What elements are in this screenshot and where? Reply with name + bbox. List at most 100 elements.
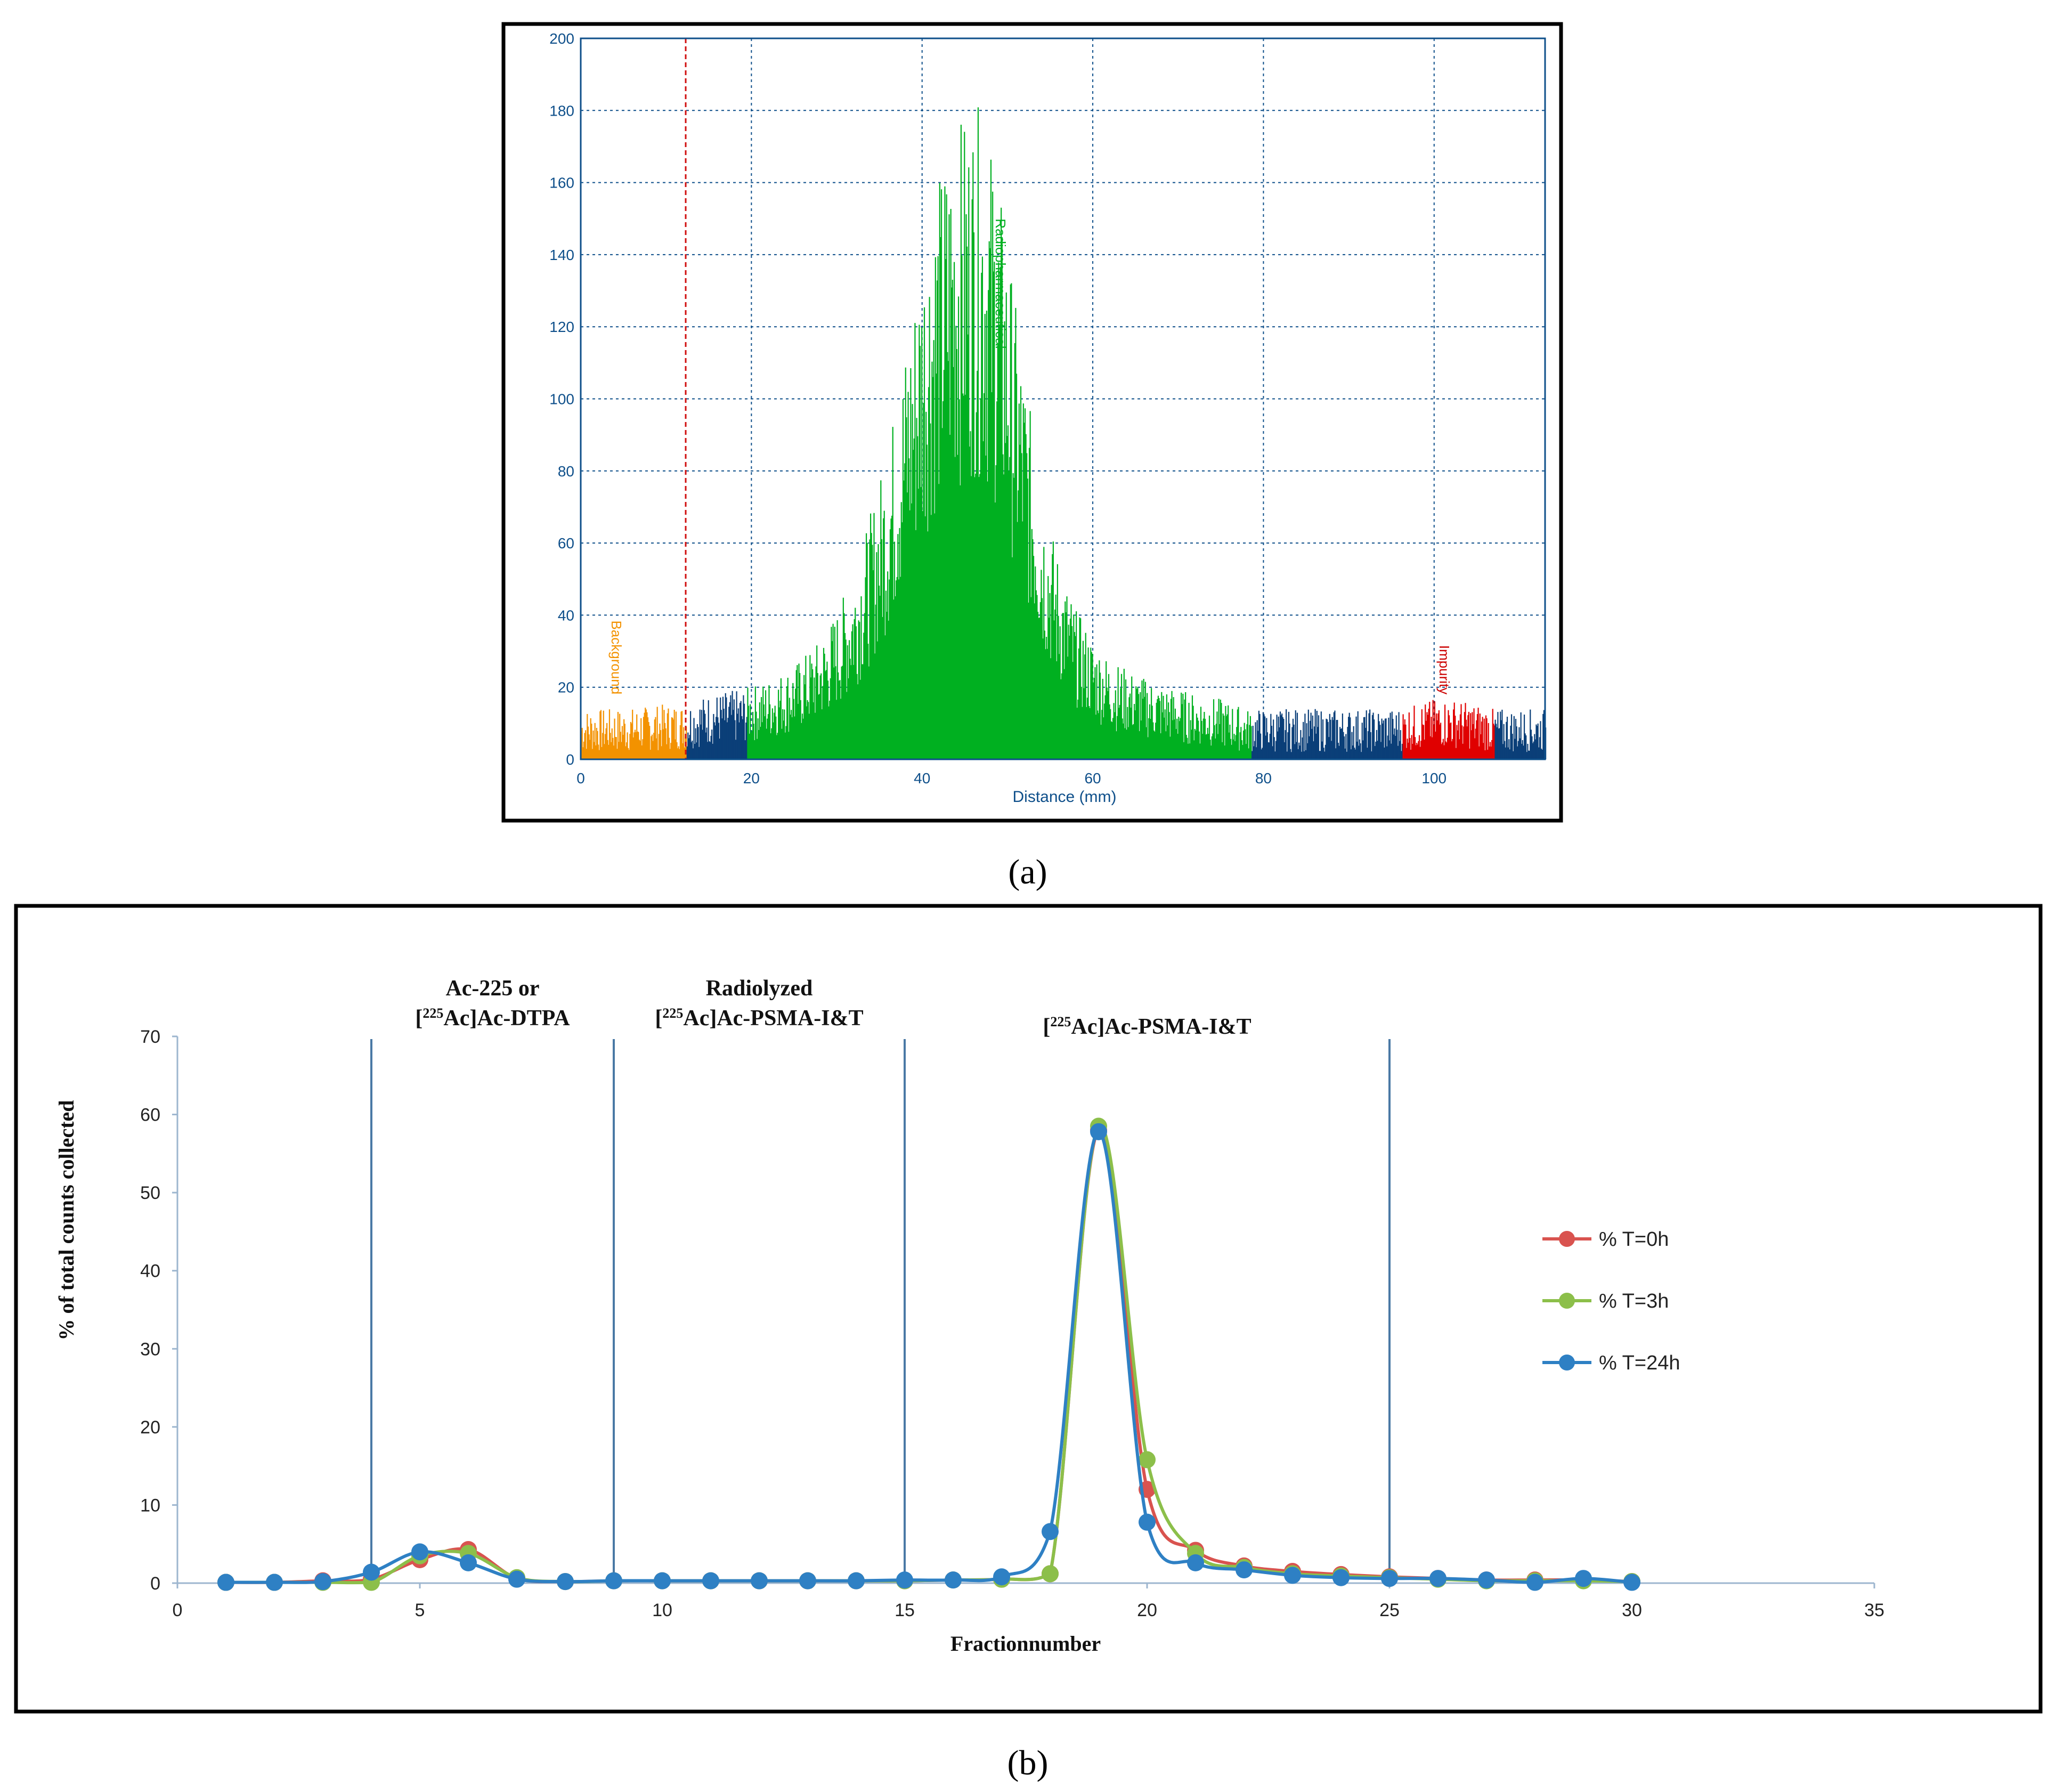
panel-b-legend: % T=0h % T=3h % T=24h [1542,1228,1680,1374]
histogram-bar [1347,727,1348,759]
histogram-bar [896,580,897,759]
histogram-bar [835,666,836,759]
histogram-bar [636,714,638,759]
histogram-bar [1329,713,1330,759]
histogram-bar [632,709,633,759]
histogram-bar [673,710,675,759]
histogram-bar [1093,682,1094,759]
histogram-bar [1477,708,1479,759]
histogram-bar [1387,735,1388,759]
histogram-bar [1391,711,1393,759]
histogram-bar [1378,721,1380,759]
histogram-bar [643,717,645,759]
label-rest: Ac]Ac-PSMA-I&T [1071,1015,1251,1039]
histogram-bar [1407,739,1408,759]
histogram-bar [1228,732,1230,759]
histogram-bar [1403,724,1405,759]
histogram-bar [1170,699,1172,759]
histogram-bar [1106,687,1108,759]
data-point [605,1572,622,1590]
plot-border [580,37,1546,760]
histogram-bar [1367,731,1369,759]
histogram-bar [1415,745,1417,759]
histogram-bar [1001,237,1003,759]
histogram-bar [1369,709,1371,759]
histogram-bar [1132,725,1133,759]
histogram-bar [808,702,809,759]
histogram-bar [682,743,684,759]
histogram-bar [1375,741,1377,759]
histogram-bar [1445,741,1446,759]
histogram-bar [1536,726,1538,759]
histogram-bar [868,666,869,759]
histogram-bar [1496,727,1498,759]
histogram-bar [1426,712,1428,759]
histogram-bar [611,742,612,759]
histogram-bar [1120,674,1123,759]
histogram-bar [1466,719,1467,759]
histogram-bar [1464,712,1466,759]
histogram-bar [1074,632,1076,759]
histogram-bar [1058,615,1059,759]
histogram-bar [1309,720,1311,759]
histogram-bar [876,641,879,759]
histogram-bar [1037,612,1039,759]
histogram-bar [862,664,864,759]
histogram-bar [640,718,642,759]
histogram-bar [1217,734,1219,759]
histogram-bar [595,745,597,759]
data-point [1526,1574,1543,1591]
histogram-bar [1015,374,1018,759]
histogram-bar [908,458,910,759]
histogram-bar [893,541,896,759]
histogram-bar [1171,691,1173,759]
superscript: 225 [1050,1014,1071,1029]
histogram-bar [1374,719,1375,759]
histogram-bar [751,731,753,759]
histogram-bar [1278,716,1279,759]
histogram-bar [1272,746,1273,759]
histogram-bar [788,732,790,759]
histogram-bar [1252,725,1254,759]
histogram-bar [874,653,876,759]
histogram-bar [690,742,692,759]
histogram-bar [964,394,966,759]
histogram-bar [1293,724,1295,759]
histogram-bar [710,735,712,759]
data-point [1187,1554,1204,1571]
data-point [702,1572,719,1590]
histogram-bar [1282,717,1283,759]
histogram-bar [1331,717,1333,759]
histogram-bar [769,704,771,759]
histogram-bar [716,698,718,759]
histogram-bar [870,513,872,759]
histogram-bar [1042,638,1044,759]
histogram-bar [1123,723,1124,759]
histogram-bar [1075,636,1076,759]
histogram-bar [844,633,846,759]
histogram-bar [1526,752,1527,759]
histogram-bar [852,664,855,759]
histogram-bar [1385,718,1387,759]
histogram-bar [1144,682,1146,759]
histogram-bar [1218,699,1220,759]
histogram-bar [1041,598,1043,759]
histogram-bar [728,707,730,759]
histogram-bar [1109,704,1110,759]
histogram-bar [726,722,728,759]
histogram-bar [1175,729,1177,759]
histogram-bar [1103,703,1106,759]
histogram-bar [1010,284,1011,759]
y-tick-label: 80 [558,463,574,480]
histogram-bar [732,691,733,759]
histogram-bar [696,742,697,759]
histogram-bar [972,152,974,759]
histogram-bar [1446,742,1448,759]
histogram-bar [735,740,737,759]
histogram-bar [1352,745,1354,759]
histogram-bar [632,737,634,759]
histogram-bar [1245,729,1246,759]
histogram-bar [1432,700,1434,759]
histogram-bar [1513,716,1515,759]
histogram-bar [657,750,659,759]
